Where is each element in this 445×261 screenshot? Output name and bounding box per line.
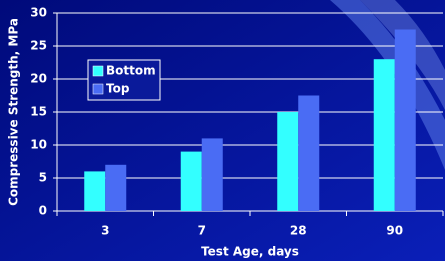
legend-label: Bottom: [106, 64, 156, 78]
legend-swatch: [93, 66, 103, 76]
y-tick-label: 0: [39, 204, 47, 218]
page: {"chart_data": {"type": "bar", "x_label"…: [0, 0, 445, 261]
y-tick-label: 20: [30, 72, 47, 86]
bar: [84, 171, 105, 211]
bar: [374, 59, 395, 211]
bar: [181, 152, 202, 211]
y-axis-title: Compressive Strength, MPa: [7, 18, 21, 206]
x-tick-label: 28: [290, 224, 307, 238]
y-tick-label: 30: [30, 6, 47, 20]
x-axis-title: Test Age, days: [201, 245, 299, 259]
x-tick-label: 90: [386, 224, 403, 238]
legend-swatch: [93, 84, 103, 94]
bar: [202, 138, 223, 211]
y-tick-label: 15: [30, 105, 47, 119]
y-tick-label: 5: [39, 171, 47, 185]
x-tick-label: 7: [198, 224, 206, 238]
y-tick-label: 10: [30, 138, 47, 152]
bar: [277, 112, 298, 211]
x-tick-label: 3: [101, 224, 109, 238]
bar: [105, 165, 126, 211]
chart: Test Age, days Compressive Strength, MPa…: [0, 0, 445, 261]
bar: [395, 30, 416, 212]
y-tick-label: 25: [30, 39, 47, 53]
legend-label: Top: [106, 82, 130, 96]
bar: [298, 96, 319, 212]
